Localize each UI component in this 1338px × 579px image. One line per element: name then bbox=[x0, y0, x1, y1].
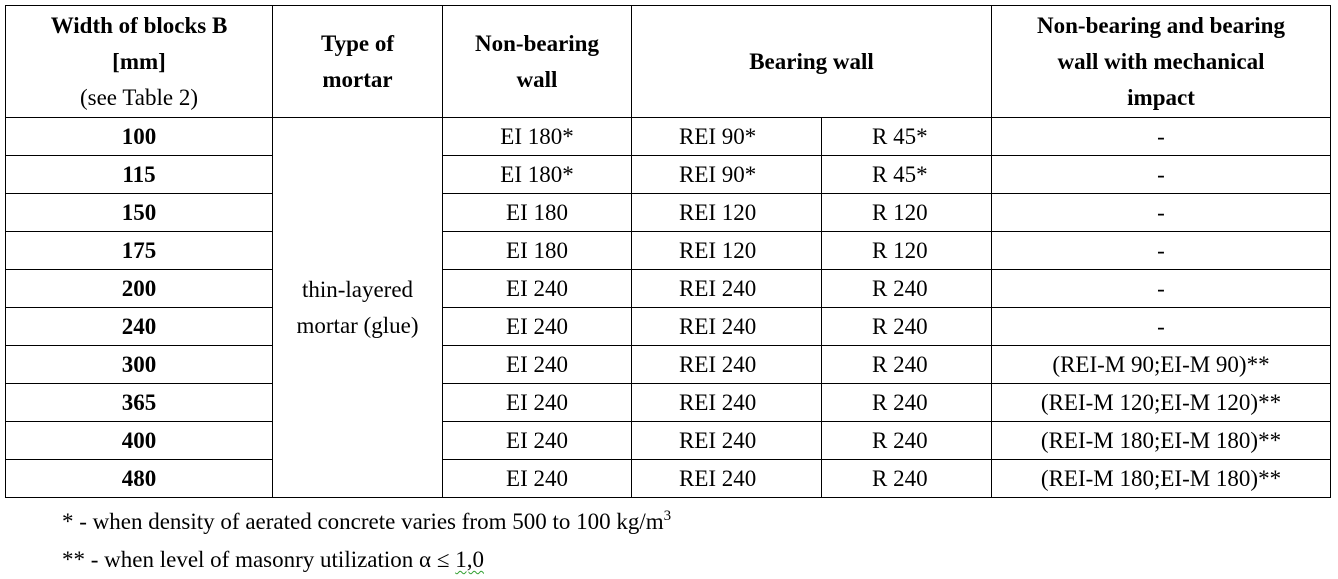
width-cell: 480 bbox=[5, 459, 273, 498]
width-cell: 150 bbox=[5, 193, 273, 232]
header-mortar-line1: Type of bbox=[320, 30, 395, 56]
non-bearing-cell: EI 180 bbox=[442, 193, 632, 232]
mechanical-impact-cell: (REI-M 180;EI-M 180)** bbox=[991, 459, 1331, 498]
bearing-r-cell: R 240 bbox=[821, 345, 992, 384]
non-bearing-cell: EI 180* bbox=[442, 155, 632, 194]
non-bearing-cell: EI 180 bbox=[442, 231, 632, 270]
bearing-r-cell: R 45* bbox=[821, 155, 992, 194]
table-row: 150 EI 180 REI 120 R 120 - bbox=[5, 193, 1331, 232]
table-row: 300 EI 240 REI 240 R 240 (REI-M 90;EI-M … bbox=[5, 345, 1331, 384]
footnote-density-superscript: 3 bbox=[663, 508, 672, 524]
header-type-of-mortar: Type of mortar bbox=[272, 5, 443, 118]
non-bearing-cell: EI 240 bbox=[442, 269, 632, 308]
non-bearing-cell: EI 180* bbox=[442, 117, 632, 156]
bearing-r-cell: R 240 bbox=[821, 421, 992, 460]
header-mech-line1: Non-bearing and bearing bbox=[1037, 12, 1285, 38]
mortar-line2: mortar (glue) bbox=[296, 312, 419, 338]
bearing-r-cell: R 45* bbox=[821, 117, 992, 156]
table-row: 100 thin-layered mortar (glue) EI 180* R… bbox=[5, 117, 1331, 498]
width-cell: 100 bbox=[5, 117, 273, 156]
bearing-r-cell: R 120 bbox=[821, 231, 992, 270]
fire-resistance-table: Width of blocks B [mm] (see Table 2) Typ… bbox=[5, 5, 1331, 498]
header-row: Width of blocks B [mm] (see Table 2) Typ… bbox=[5, 5, 1331, 118]
bearing-r-cell: R 120 bbox=[821, 193, 992, 232]
width-cell: 240 bbox=[5, 307, 273, 346]
bearing-r-cell: R 240 bbox=[821, 307, 992, 346]
header-width-of-blocks: Width of blocks B [mm] (see Table 2) bbox=[5, 5, 273, 118]
header-nonbearing-line2: wall bbox=[516, 66, 558, 92]
footnotes: * - when density of aerated concrete var… bbox=[62, 503, 671, 579]
table-row: 200 EI 240 REI 240 R 240 - bbox=[5, 269, 1331, 308]
header-width-line2: [mm] bbox=[112, 48, 166, 74]
width-cell: 365 bbox=[5, 383, 273, 422]
table-row: 115 EI 180* REI 90* R 45* - bbox=[5, 155, 1331, 194]
bearing-rei-cell: REI 120 bbox=[631, 231, 822, 270]
mechanical-impact-cell: - bbox=[991, 231, 1331, 270]
bearing-rei-cell: REI 240 bbox=[631, 345, 822, 384]
bearing-rei-cell: REI 90* bbox=[631, 155, 822, 194]
mechanical-impact-cell: - bbox=[991, 307, 1331, 346]
bearing-r-cell: R 240 bbox=[821, 459, 992, 498]
mechanical-impact-cell: - bbox=[991, 269, 1331, 308]
header-non-bearing-wall: Non-bearing wall bbox=[442, 5, 632, 118]
table-row: 400 EI 240 REI 240 R 240 (REI-M 180;EI-M… bbox=[5, 421, 1331, 460]
mechanical-impact-cell: - bbox=[991, 155, 1331, 194]
bearing-rei-cell: REI 120 bbox=[631, 193, 822, 232]
non-bearing-cell: EI 240 bbox=[442, 421, 632, 460]
header-nonbearing-line1: Non-bearing bbox=[475, 30, 599, 56]
width-cell: 300 bbox=[5, 345, 273, 384]
bearing-rei-cell: REI 240 bbox=[631, 459, 822, 498]
mechanical-impact-cell: - bbox=[991, 117, 1331, 156]
width-cell: 115 bbox=[5, 155, 273, 194]
mechanical-impact-cell: (REI-M 90;EI-M 90)** bbox=[991, 345, 1331, 384]
non-bearing-cell: EI 240 bbox=[442, 307, 632, 346]
bearing-r-cell: R 240 bbox=[821, 383, 992, 422]
width-cell: 200 bbox=[5, 269, 273, 308]
non-bearing-cell: EI 240 bbox=[442, 345, 632, 384]
non-bearing-cell: EI 240 bbox=[442, 459, 632, 498]
header-mech-line2: wall with mechanical bbox=[1057, 48, 1265, 74]
mechanical-impact-cell: (REI-M 180;EI-M 180)** bbox=[991, 421, 1331, 460]
mortar-line1: thin-layered bbox=[301, 276, 414, 302]
header-width-line1: Width of blocks B bbox=[50, 12, 228, 38]
header-mortar-line2: mortar bbox=[322, 66, 393, 92]
bearing-rei-cell: REI 240 bbox=[631, 383, 822, 422]
footnote-density: * - when density of aerated concrete var… bbox=[62, 503, 671, 541]
footnote-utilization: ** - when level of masonry utilization α… bbox=[62, 541, 671, 579]
non-bearing-cell: EI 240 bbox=[442, 383, 632, 422]
bearing-r-cell: R 240 bbox=[821, 269, 992, 308]
width-cell: 175 bbox=[5, 231, 273, 270]
footnote-utilization-text: ** - when level of masonry utilization α… bbox=[62, 547, 456, 572]
header-width-line3: (see Table 2) bbox=[79, 84, 199, 110]
bearing-rei-cell: REI 90* bbox=[631, 117, 822, 156]
bearing-rei-cell: REI 240 bbox=[631, 269, 822, 308]
header-bearing-wall: Bearing wall bbox=[631, 5, 992, 118]
mortar-type-cell: thin-layered mortar (glue) bbox=[272, 117, 443, 498]
footnote-density-text: * - when density of aerated concrete var… bbox=[62, 509, 664, 534]
width-cell: 400 bbox=[5, 421, 273, 460]
bearing-rei-cell: REI 240 bbox=[631, 421, 822, 460]
header-mechanical-impact: Non-bearing and bearing wall with mechan… bbox=[991, 5, 1331, 118]
bearing-rei-cell: REI 240 bbox=[631, 307, 822, 346]
table-row: 240 EI 240 REI 240 R 240 - bbox=[5, 307, 1331, 346]
table-row: 175 EI 180 REI 120 R 120 - bbox=[5, 231, 1331, 270]
mechanical-impact-cell: (REI-M 120;EI-M 120)** bbox=[991, 383, 1331, 422]
table-row: 480 EI 240 REI 240 R 240 (REI-M 180;EI-M… bbox=[5, 459, 1331, 498]
table-row: 365 EI 240 REI 240 R 240 (REI-M 120;EI-M… bbox=[5, 383, 1331, 422]
footnote-utilization-value: 1,0 bbox=[455, 547, 484, 572]
mechanical-impact-cell: - bbox=[991, 193, 1331, 232]
header-mech-line3: impact bbox=[1127, 84, 1195, 110]
